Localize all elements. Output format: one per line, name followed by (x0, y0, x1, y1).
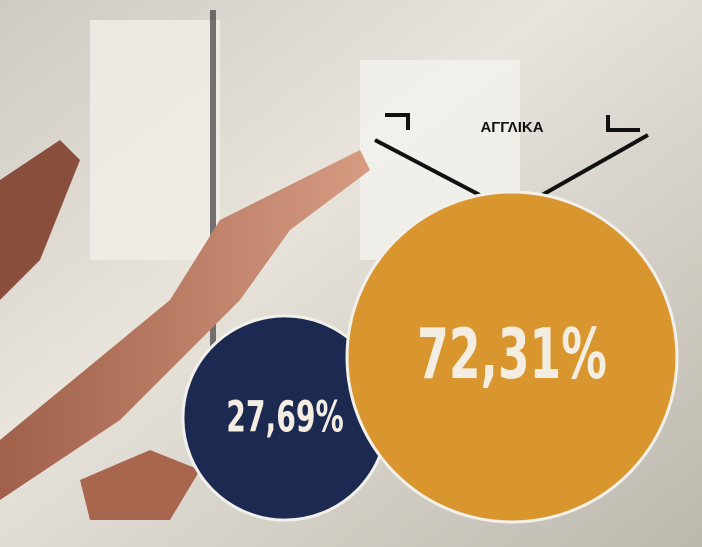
chart-title: ΑΓΓΛΙΚΑ (480, 119, 543, 136)
paper (90, 20, 220, 260)
value-label: 27,69% (226, 393, 343, 443)
infographic: ΑΓΓΛΙΚΑ 27,69% 72,31% (0, 0, 702, 547)
value-label: 72,31% (417, 315, 607, 395)
